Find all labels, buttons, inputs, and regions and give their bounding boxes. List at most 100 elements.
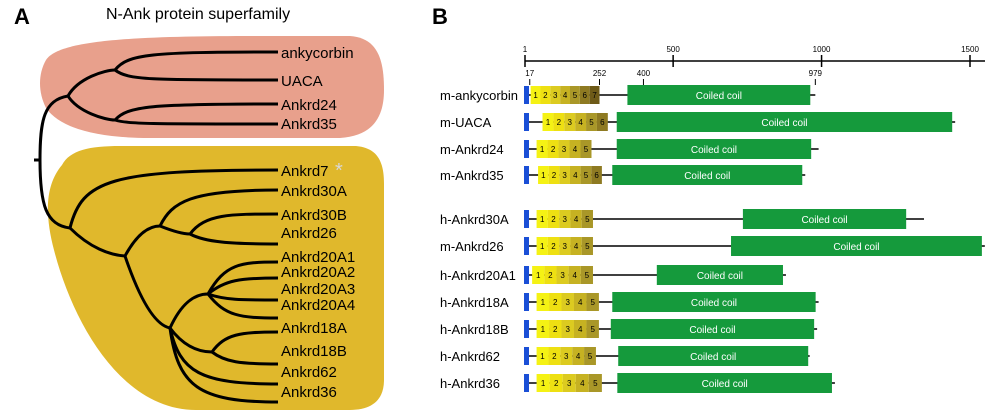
ankyrin-repeat bbox=[586, 320, 599, 338]
ankyrin-repeat-number: 5 bbox=[589, 118, 594, 127]
coiled-coil-domain bbox=[618, 346, 809, 366]
coiled-coil-label: Coiled coil bbox=[691, 298, 737, 309]
ankyrin-repeat bbox=[559, 210, 571, 228]
ankyrin-repeat-number: 3 bbox=[562, 171, 567, 180]
ankyrin-repeat bbox=[540, 86, 551, 104]
ankyrin-repeat bbox=[596, 113, 608, 131]
ankyrin-repeat-number: 5 bbox=[593, 379, 598, 388]
coiled-coil-domain bbox=[742, 209, 907, 229]
coiled-coil-label: Coiled coil bbox=[689, 325, 735, 336]
ankyrin-repeat-number: 5 bbox=[584, 171, 589, 180]
tree-branch bbox=[113, 50, 279, 71]
ankyrin-repeat-number: 4 bbox=[572, 271, 577, 280]
ankyrin-repeat-number: 6 bbox=[600, 118, 605, 127]
n-terminal-domain bbox=[524, 266, 529, 284]
tree-branch bbox=[188, 212, 279, 235]
ankyrin-repeat bbox=[560, 86, 570, 104]
n-terminal-domain bbox=[524, 347, 529, 365]
tree-branch bbox=[158, 188, 279, 227]
ankyrin-repeat-number: 4 bbox=[576, 352, 581, 361]
ankyrin-repeat bbox=[559, 237, 571, 255]
ankyrin-repeat bbox=[530, 86, 541, 104]
ankyrin-repeat bbox=[547, 237, 560, 255]
tree-leaf-label: Ankrd30A bbox=[281, 183, 347, 200]
protein-row: h-Ankrd62 1 2 3 4 5 Coiled coil bbox=[440, 346, 810, 366]
protein-row: m-Ankrd35 1 2 3 4 5 6 Coiled coil bbox=[440, 165, 806, 185]
ankyrin-repeat bbox=[547, 140, 559, 158]
tree-leaf-label: Ankrd18B bbox=[281, 343, 347, 360]
ankyrin-repeat-number: 4 bbox=[580, 379, 585, 388]
ankyrin-repeat-number: 5 bbox=[590, 325, 595, 334]
tree-title: N-Ank protein superfamily bbox=[106, 6, 291, 23]
ankyrin-repeat bbox=[580, 266, 593, 284]
n-terminal-domain bbox=[524, 140, 529, 158]
ankyrin-repeat bbox=[536, 374, 550, 392]
tree-branch bbox=[38, 159, 71, 230]
ankyrin-repeat-number: 3 bbox=[564, 352, 569, 361]
ankyrin-repeat-number: 1 bbox=[533, 91, 538, 100]
ankyrin-repeat-number: 1 bbox=[540, 145, 545, 154]
ankyrin-repeat-number: 3 bbox=[560, 271, 565, 280]
coiled-coil-label: Coiled coil bbox=[691, 145, 737, 156]
ankyrin-repeat-number: 4 bbox=[578, 298, 583, 307]
ankyrin-repeat-number: 5 bbox=[584, 145, 589, 154]
coiled-coil-label: Coiled coil bbox=[690, 352, 736, 363]
ankyrin-repeat-number: 1 bbox=[536, 271, 541, 280]
tree-leaf-label: Ankrd20A3 bbox=[281, 281, 355, 298]
coiled-coil-label: Coiled coil bbox=[761, 118, 807, 129]
ankyrin-repeat-number: 2 bbox=[553, 325, 558, 334]
ankyrin-repeat bbox=[589, 86, 600, 104]
tree-leaf-label: Ankrd26 bbox=[281, 225, 337, 242]
protein-name: m-Ankrd35 bbox=[440, 168, 504, 183]
ankyrin-repeat bbox=[564, 113, 576, 131]
ankyrin-repeat bbox=[536, 210, 548, 228]
tree-branch bbox=[114, 68, 279, 82]
tree-branch bbox=[114, 118, 279, 126]
tree-leaf-label: Ankrd36 bbox=[281, 384, 337, 401]
tree-branch bbox=[207, 292, 279, 302]
ankyrin-repeat-number: 5 bbox=[588, 352, 593, 361]
ankyrin-repeat-number: 2 bbox=[557, 118, 562, 127]
n-terminal-domain bbox=[524, 237, 529, 255]
coiled-coil-domain bbox=[627, 85, 811, 105]
ankyrin-repeat bbox=[586, 293, 599, 311]
reference-mark-label: 979 bbox=[809, 69, 823, 78]
n-terminal-domain bbox=[524, 293, 529, 311]
reference-mark-label: 400 bbox=[637, 69, 651, 78]
ankyrin-repeat bbox=[572, 347, 585, 365]
protein-name: h-Ankrd36 bbox=[440, 376, 500, 391]
tree-branch bbox=[189, 232, 279, 246]
ankyrin-repeat bbox=[570, 210, 582, 228]
ankyrin-repeat-number: 4 bbox=[574, 215, 579, 224]
ankyrin-repeat bbox=[542, 113, 554, 131]
panel-a-letter: A bbox=[14, 4, 30, 29]
tree-branch bbox=[68, 226, 126, 258]
ankyrin-repeat-number: 1 bbox=[540, 215, 545, 224]
protein-row: m-ankycorbin 1 2 3 4 5 6 7 Coiled coil bbox=[440, 85, 816, 105]
protein-row: h-Ankrd36 1 2 3 4 5 Coiled coil bbox=[440, 373, 835, 393]
tree-leaf-label: Ankrd20A1 bbox=[281, 249, 355, 266]
ankyrin-repeat-number: 3 bbox=[553, 91, 558, 100]
protein-name: h-Ankrd62 bbox=[440, 349, 500, 364]
ankyrin-repeat bbox=[586, 113, 597, 131]
tree-branch bbox=[211, 350, 279, 366]
ankyrin-repeat bbox=[568, 266, 581, 284]
ankyrin-repeat bbox=[536, 237, 548, 255]
tree-branch bbox=[66, 68, 116, 97]
ankyrin-repeat-number: 2 bbox=[548, 271, 553, 280]
tree-leaf-label: ankycorbin bbox=[281, 45, 354, 62]
protein-row: h-Ankrd30A 1 2 3 4 5 Coiled coil bbox=[440, 209, 924, 229]
ankyrin-repeat-number: 3 bbox=[563, 242, 568, 251]
ankyrin-repeat bbox=[548, 347, 561, 365]
tree-branch bbox=[68, 168, 279, 229]
ankyrin-repeat-number: 1 bbox=[541, 379, 546, 388]
coiled-coil-label: Coiled coil bbox=[684, 171, 730, 182]
lower-group-shape bbox=[47, 146, 384, 410]
ankyrin-repeat bbox=[558, 140, 570, 158]
ankyrin-repeat bbox=[560, 347, 573, 365]
protein-name: m-Ankrd26 bbox=[440, 239, 504, 254]
